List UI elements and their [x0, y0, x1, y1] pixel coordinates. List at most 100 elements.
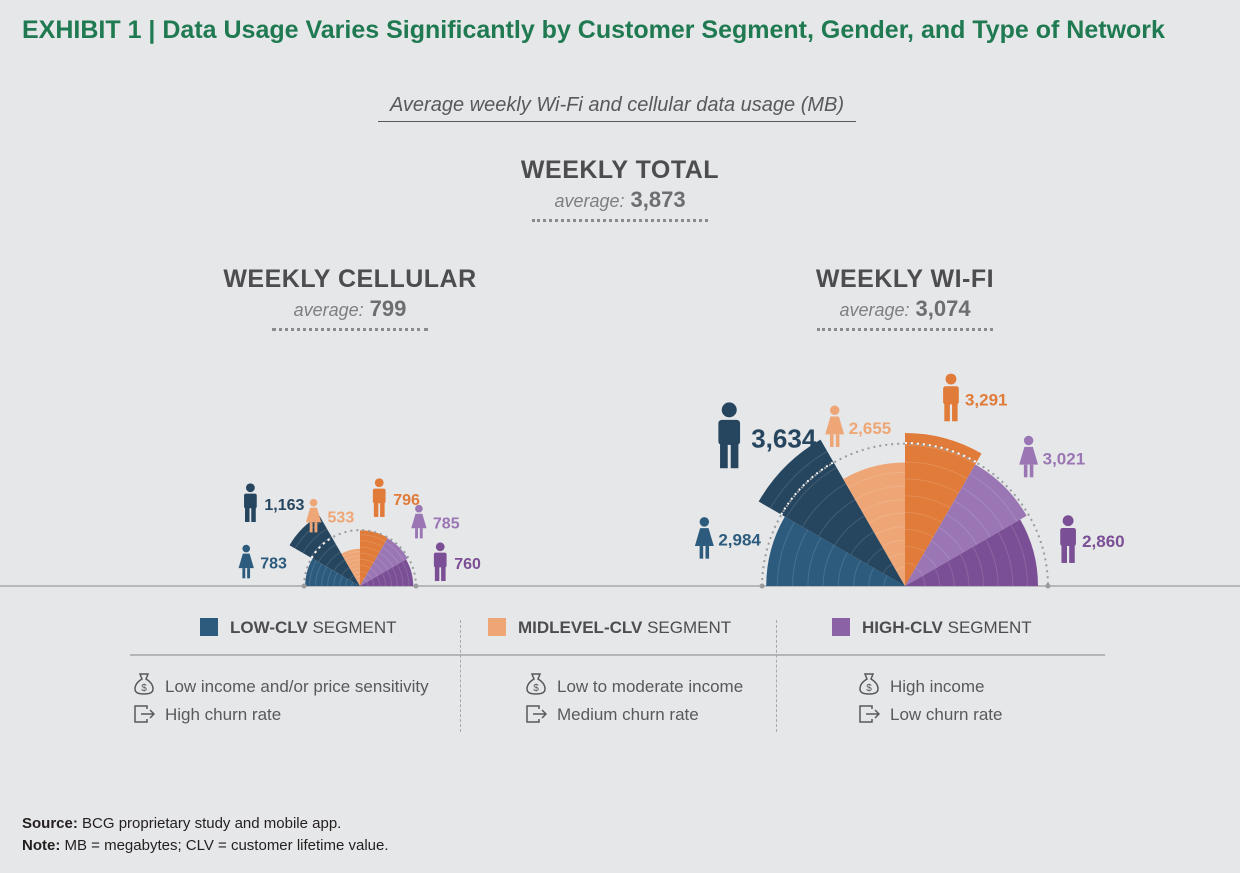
person-leg [245, 507, 250, 522]
sector-ring [915, 567, 924, 576]
sector-ring [997, 531, 1014, 587]
value-label-high-male: 760 [433, 542, 481, 582]
weekly-wifi-average: average: 3,074 [817, 296, 993, 331]
weekly-cellular-header: WEEKLY CELLULAR average: 799 [205, 265, 495, 331]
person-leg [835, 434, 840, 448]
sector-ring [921, 575, 926, 587]
money-bag-icon: $ [134, 673, 154, 695]
high-churn-text: Low churn rate [890, 705, 1003, 724]
weekly-cellular-heading: WEEKLY CELLULAR [223, 265, 477, 293]
sector-ring [363, 578, 368, 583]
person-head [945, 373, 957, 385]
person-head [1023, 435, 1034, 446]
person-dress [305, 507, 322, 523]
chart-cellular: 783 1,163 533 796 785 760 [238, 478, 481, 589]
sector-ring [883, 575, 888, 587]
person-leg [730, 443, 739, 469]
sector-ring [359, 577, 365, 580]
source-label: Source: [22, 815, 78, 832]
sector-ring [922, 553, 938, 569]
person-leg [1029, 464, 1034, 478]
note-label: Note: [22, 837, 61, 854]
value-text-high-female: 3,021 [1043, 449, 1086, 468]
sector-ring [985, 539, 999, 587]
sector-ring [875, 526, 906, 536]
value-text-low-male: 1,163 [264, 497, 304, 514]
legend-low-clv-swatch [200, 618, 218, 636]
sector-high-male [360, 559, 414, 586]
sector-ring [837, 552, 848, 587]
legend-low-clv-bold: LOW-CLV [230, 618, 308, 637]
person-leg [309, 522, 313, 533]
sector-ring [904, 461, 968, 480]
sector-ring [854, 485, 906, 500]
weekly-wifi-average-label: average: [839, 300, 910, 320]
weekly-total-average-value: 3,873 [630, 187, 686, 212]
sector-mid-male [905, 432, 982, 586]
person-head [415, 504, 423, 513]
average-dot [759, 583, 765, 589]
high-income-text: High income [890, 677, 985, 696]
sector-ring [381, 572, 387, 587]
sector-ring [888, 553, 906, 559]
sector-ring [385, 541, 405, 561]
sector-ring [359, 546, 380, 553]
person-head [699, 517, 710, 527]
low-income-text: Low income and/or price sensitivity [165, 677, 429, 696]
sector-ring [930, 540, 951, 561]
sector-ring [345, 578, 349, 587]
svg-text:$: $ [533, 683, 539, 694]
sector-low-male [289, 515, 360, 586]
person-leg [441, 566, 446, 582]
sector-ring [972, 546, 984, 587]
sector-ring [342, 551, 361, 557]
weekly-total-heading: WEEKLY TOTAL [520, 156, 720, 184]
sector-ring [359, 540, 383, 548]
sector-ring [359, 552, 377, 558]
male-person-icon [1060, 515, 1076, 563]
male-person-icon [433, 542, 447, 582]
sector-ring [333, 559, 346, 572]
sector-low-male [758, 439, 905, 586]
sector-high-female [905, 464, 1027, 586]
value-text-mid-male: 3,291 [965, 390, 1008, 409]
sector-ring [346, 559, 361, 564]
person-torso [718, 419, 741, 445]
female-person-icon [694, 517, 714, 559]
female-person-icon [825, 405, 845, 448]
sector-ring [391, 567, 398, 587]
person-leg [380, 502, 385, 517]
sector-ring [834, 515, 865, 546]
person-dress [694, 528, 714, 547]
legend-high-clv-rest: SEGMENT [942, 618, 1032, 637]
sector-ring [378, 552, 394, 568]
value-text-high-female: 785 [433, 516, 460, 533]
sector-ring [351, 581, 354, 587]
sector-ring [786, 467, 837, 518]
value-label-mid-female: 533 [305, 498, 354, 533]
sector-ring [369, 567, 379, 577]
sector-ring [396, 564, 404, 587]
sector-ring [938, 527, 964, 553]
sector-ring [386, 570, 392, 587]
value-label-mid-female: 2,655 [825, 405, 891, 448]
sector-ring [881, 539, 906, 547]
sector-ring [895, 566, 906, 571]
high-churn-row: Low churn rate [858, 704, 1002, 725]
person-leg [247, 568, 251, 579]
person-head [309, 498, 318, 507]
sector-ring [802, 483, 847, 528]
person-torso [1060, 527, 1076, 547]
average-dot [413, 583, 419, 589]
sector-ring [359, 534, 386, 543]
female-person-icon [1019, 435, 1039, 478]
person-leg [705, 546, 710, 559]
sector-ring [882, 563, 893, 574]
sector-ring [339, 575, 343, 587]
value-label-high-female: 3,021 [1019, 435, 1086, 478]
sector-ring [861, 499, 906, 512]
note-line: Note: MB = megabytes; CLV = customer lif… [22, 837, 389, 854]
person-leg [373, 502, 379, 517]
high-income-row: $ High income [858, 672, 985, 697]
sector-ring [341, 567, 350, 576]
